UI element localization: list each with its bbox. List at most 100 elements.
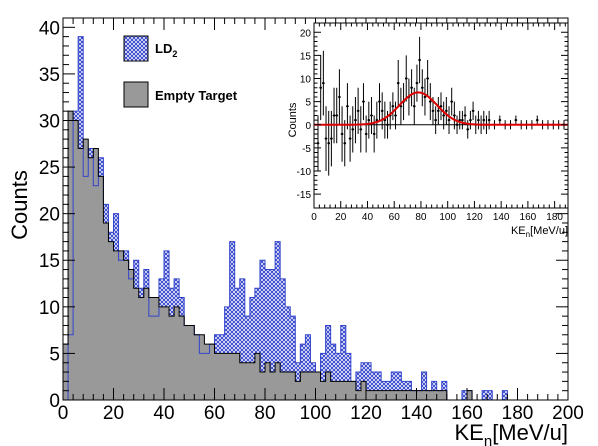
data-point	[487, 110, 491, 130]
inset-y-tick-label: 5	[305, 98, 311, 109]
inset-y-axis: -15 -10 -5 0 5 10 15 20	[297, 28, 568, 201]
empty-target-bar	[98, 176, 104, 400]
data-point	[375, 101, 379, 139]
empty-target-bar	[259, 372, 266, 400]
ld2-bar	[270, 269, 276, 400]
legend-swatch-ld2	[123, 35, 149, 62]
main-y-tick-label: 40	[39, 18, 60, 39]
ld2-bar	[461, 390, 467, 400]
point-marker	[359, 128, 362, 131]
data-point	[420, 69, 424, 107]
ld2-bar	[244, 316, 250, 400]
data-point	[319, 55, 323, 121]
point-marker	[356, 109, 360, 113]
empty-target-bar	[330, 381, 336, 400]
empty-target-bar	[406, 390, 412, 400]
point-marker	[536, 118, 539, 122]
point-marker	[461, 118, 464, 122]
inset-y-axis-label: Counts	[287, 102, 299, 137]
main-histogram-fill-group	[63, 36, 568, 400]
point-marker	[397, 81, 400, 85]
point-marker	[335, 114, 338, 117]
empty-target-bar	[164, 306, 170, 400]
point-marker	[338, 95, 341, 99]
main-y-tick-label: 5	[49, 344, 60, 365]
empty-target-bar	[345, 381, 352, 400]
data-point	[372, 115, 376, 153]
data-point	[332, 87, 336, 144]
point-marker	[348, 137, 352, 140]
data-point	[378, 83, 381, 121]
data-point	[340, 106, 344, 162]
inset-y-tick-label: 20	[300, 28, 312, 39]
ld2-bar	[275, 241, 281, 400]
point-marker	[431, 109, 435, 113]
data-point	[346, 83, 349, 130]
point-marker	[514, 118, 518, 122]
inset-x-tick-label: 160	[520, 212, 537, 223]
empty-target-bar	[270, 372, 276, 400]
point-marker	[463, 114, 467, 117]
data-point	[442, 101, 446, 130]
main-x-tick-label: 180	[502, 403, 534, 424]
main-x-axis-label: KEn[MeV/u]	[454, 420, 568, 446]
empty-target-bar	[295, 381, 301, 400]
data-point	[535, 115, 539, 125]
legend-label-empty-target: Empty Target	[155, 88, 238, 103]
data-point	[330, 110, 333, 167]
empty-target-bar	[431, 390, 437, 400]
empty-target-bar	[189, 325, 195, 400]
inset-x-tick-label: 140	[493, 212, 510, 223]
empty-target-bar	[265, 362, 271, 400]
point-marker	[394, 114, 397, 117]
point-marker	[450, 100, 453, 103]
empty-target-bar	[204, 344, 210, 400]
main-y-axis-label: Counts	[7, 170, 32, 240]
empty-target-bar	[184, 325, 190, 400]
empty-target-bar	[108, 241, 114, 400]
data-point	[394, 101, 397, 130]
main-y-tick-label: 0	[49, 391, 60, 412]
empty-target-bar	[128, 269, 134, 400]
empty-target-bar	[411, 390, 417, 400]
point-marker	[330, 137, 333, 140]
empty-target-outline	[63, 110, 568, 400]
data-point	[404, 55, 408, 102]
ld2-bar	[239, 278, 245, 400]
empty-target-bar	[320, 381, 326, 400]
inset-x-tick-label: 180	[546, 212, 563, 223]
empty-target-bar	[340, 381, 347, 400]
point-marker	[372, 132, 376, 136]
point-marker	[482, 118, 485, 122]
empty-target-bar	[73, 120, 79, 400]
empty-target-bar	[239, 362, 246, 400]
ld2-bar	[371, 372, 377, 400]
empty-target-bar	[214, 353, 220, 400]
data-point	[482, 110, 486, 130]
inset-x-tick-label: 100	[439, 212, 456, 223]
ld2-bar	[335, 353, 341, 400]
empty-target-bar	[78, 148, 84, 400]
data-point	[396, 60, 400, 107]
point-marker	[447, 118, 451, 122]
legend-label-ld2: LD2	[155, 41, 177, 59]
point-marker	[429, 100, 432, 103]
empty-target-bar	[381, 390, 387, 400]
empty-target-bar	[386, 390, 392, 400]
data-point	[423, 78, 427, 116]
empty-target-bar	[325, 372, 331, 400]
point-marker	[343, 142, 346, 145]
point-marker	[332, 114, 336, 117]
empty-target-bar	[138, 297, 145, 400]
empty-target-bar	[371, 390, 377, 400]
data-point	[434, 106, 437, 134]
inset-x-tick-label: 0	[311, 212, 317, 223]
inset-gaussian-fit-curve	[314, 91, 568, 126]
point-marker	[415, 81, 419, 85]
ld2-bar	[345, 353, 351, 400]
empty-target-bar	[174, 306, 180, 400]
empty-target-bar	[305, 372, 311, 400]
legend-swatch-empty-target	[123, 81, 149, 108]
inset-x-axis: 0 20 40 60 80 100 120 140 160 180	[311, 23, 566, 223]
empty-target-bar	[123, 260, 129, 400]
